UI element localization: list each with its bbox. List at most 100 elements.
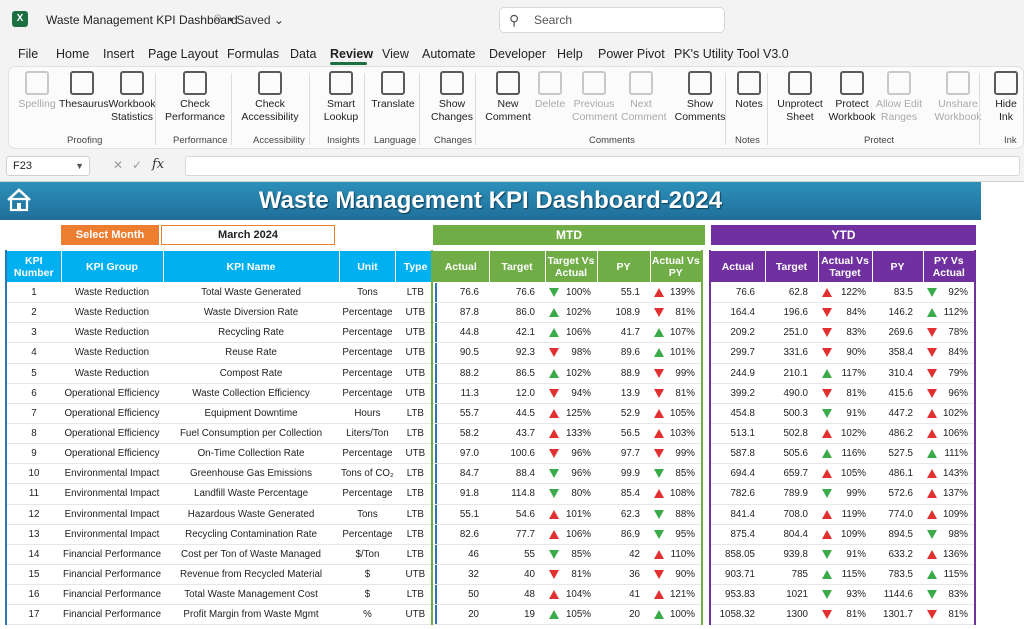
type-cell[interactable]: UTB <box>395 342 436 364</box>
tab-help[interactable]: Help <box>557 47 583 61</box>
mtd-actual-vs-py-cell[interactable]: 81% <box>650 302 702 324</box>
ytd-actual-cell[interactable]: 164.4 <box>710 302 765 324</box>
ytd-actual-vs-target-cell[interactable]: 83% <box>818 322 872 344</box>
mtd-py-cell[interactable]: 85.4 <box>597 483 650 505</box>
mtd-py-cell[interactable]: 56.5 <box>597 423 650 445</box>
mtd-target-vs-actual-cell[interactable]: 96% <box>545 443 597 465</box>
kpi-name-cell[interactable]: Cost per Ton of Waste Managed <box>163 544 340 565</box>
type-cell[interactable]: UTB <box>395 604 436 626</box>
ytd-target-cell[interactable]: 62.8 <box>765 282 818 304</box>
unshare-workbook-button[interactable]: Unshare Workbook <box>931 71 985 124</box>
kpi-number-cell[interactable]: 2 <box>6 302 61 324</box>
ytd-actual-cell[interactable]: 841.4 <box>710 504 765 525</box>
mtd-target-vs-actual-cell[interactable]: 80% <box>545 483 597 505</box>
ytd-py-cell[interactable]: 633.2 <box>872 544 923 565</box>
unit-cell[interactable]: $ <box>339 564 396 586</box>
ytd-actual-cell[interactable]: 587.8 <box>710 443 765 465</box>
tab-page-layout[interactable]: Page Layout <box>148 47 219 61</box>
ytd-actual-vs-target-cell[interactable]: 91% <box>818 403 872 424</box>
mtd-target-cell[interactable]: 44.5 <box>489 403 545 424</box>
kpi-group-cell[interactable]: Financial Performance <box>61 604 164 626</box>
ytd-actual-vs-target-cell[interactable]: 117% <box>818 363 872 384</box>
mtd-actual-vs-py-cell[interactable]: 90% <box>650 564 702 586</box>
ytd-actual-vs-target-cell[interactable]: 91% <box>818 544 872 565</box>
tab-file[interactable]: File <box>18 47 39 61</box>
ytd-actual-vs-target-cell[interactable]: 99% <box>818 483 872 505</box>
mtd-actual-cell[interactable]: 87.8 <box>432 302 489 324</box>
saved-status[interactable]: • Saved ⌄ <box>229 13 284 27</box>
mtd-actual-vs-py-cell[interactable]: 100% <box>650 604 702 626</box>
ytd-py-cell[interactable]: 527.5 <box>872 443 923 465</box>
mtd-target-vs-actual-cell[interactable]: 81% <box>545 564 597 586</box>
kpi-number-cell[interactable]: 12 <box>6 504 61 525</box>
ytd-actual-vs-target-cell[interactable]: 116% <box>818 443 872 465</box>
name-box[interactable]: F23 ▼ <box>6 156 90 176</box>
ytd-py-vs-actual-cell[interactable]: 98% <box>923 524 975 545</box>
show-comments-button[interactable]: Show Comments <box>673 71 727 124</box>
ytd-py-cell[interactable]: 1301.7 <box>872 604 923 626</box>
mtd-actual-cell[interactable]: 88.2 <box>432 363 489 384</box>
unit-cell[interactable]: Tons <box>339 282 396 304</box>
tab-view[interactable]: View <box>382 47 409 61</box>
mtd-py-cell[interactable]: 52.9 <box>597 403 650 424</box>
kpi-group-cell[interactable]: Environmental Impact <box>61 463 164 485</box>
kpi-group-cell[interactable]: Environmental Impact <box>61 524 164 545</box>
kpi-name-cell[interactable]: Profit Margin from Waste Mgmt <box>163 604 340 626</box>
unit-cell[interactable]: Percentage <box>339 302 396 324</box>
kpi-group-cell[interactable]: Waste Reduction <box>61 302 164 324</box>
kpi-name-cell[interactable]: On-Time Collection Rate <box>163 443 340 465</box>
mtd-py-cell[interactable]: 13.9 <box>597 383 650 404</box>
mtd-actual-vs-py-cell[interactable]: 103% <box>650 423 702 445</box>
ytd-py-vs-actual-cell[interactable]: 109% <box>923 504 975 525</box>
kpi-number-cell[interactable]: 5 <box>6 363 61 384</box>
kpi-name-cell[interactable]: Waste Collection Efficiency <box>163 383 340 404</box>
kpi-number-cell[interactable]: 8 <box>6 423 61 445</box>
unit-cell[interactable]: Percentage <box>339 483 396 505</box>
mtd-py-cell[interactable]: 108.9 <box>597 302 650 324</box>
ytd-target-cell[interactable]: 785 <box>765 564 818 586</box>
mtd-py-cell[interactable]: 99.9 <box>597 463 650 485</box>
mtd-target-cell[interactable]: 54.6 <box>489 504 545 525</box>
chevron-down-icon[interactable]: ▼ <box>75 161 84 171</box>
mtd-actual-cell[interactable]: 32 <box>432 564 489 586</box>
check-accessibility-button[interactable]: Check Accessibility <box>235 71 305 124</box>
ytd-py-cell[interactable]: 572.6 <box>872 483 923 505</box>
kpi-number-cell[interactable]: 17 <box>6 604 61 626</box>
kpi-number-cell[interactable]: 11 <box>6 483 61 505</box>
mtd-target-cell[interactable]: 77.7 <box>489 524 545 545</box>
kpi-name-cell[interactable]: Landfill Waste Percentage <box>163 483 340 505</box>
mtd-target-vs-actual-cell[interactable]: 101% <box>545 504 597 525</box>
unit-cell[interactable]: Percentage <box>339 383 396 404</box>
ytd-actual-cell[interactable]: 903.71 <box>710 564 765 586</box>
kpi-name-cell[interactable]: Fuel Consumption per Collection <box>163 423 340 445</box>
mtd-actual-cell[interactable]: 58.2 <box>432 423 489 445</box>
tab-review[interactable]: Review <box>330 47 374 61</box>
kpi-group-cell[interactable]: Operational Efficiency <box>61 423 164 445</box>
mtd-target-cell[interactable]: 76.6 <box>489 282 545 304</box>
hide-ink-button[interactable]: Hide Ink <box>991 71 1021 124</box>
kpi-group-cell[interactable]: Financial Performance <box>61 564 164 586</box>
mtd-py-cell[interactable]: 41.7 <box>597 322 650 344</box>
mtd-actual-cell[interactable]: 82.6 <box>432 524 489 545</box>
ytd-actual-cell[interactable]: 513.1 <box>710 423 765 445</box>
previous-comment-button[interactable]: Previous Comment <box>572 71 618 124</box>
mtd-target-cell[interactable]: 48 <box>489 584 545 606</box>
mtd-actual-vs-py-cell[interactable]: 88% <box>650 504 702 525</box>
unit-cell[interactable]: Percentage <box>339 322 396 344</box>
ytd-target-cell[interactable]: 251.0 <box>765 322 818 344</box>
type-cell[interactable]: LTB <box>395 423 436 445</box>
kpi-group-cell[interactable]: Waste Reduction <box>61 363 164 384</box>
ytd-py-cell[interactable]: 415.6 <box>872 383 923 404</box>
mtd-actual-cell[interactable]: 50 <box>432 584 489 606</box>
type-cell[interactable]: LTB <box>395 524 436 545</box>
unit-cell[interactable]: Tons of CO₂ <box>339 463 396 485</box>
type-cell[interactable]: UTB <box>395 322 436 344</box>
ytd-actual-vs-target-cell[interactable]: 81% <box>818 604 872 626</box>
ytd-py-vs-actual-cell[interactable]: 136% <box>923 544 975 565</box>
kpi-number-cell[interactable]: 4 <box>6 342 61 364</box>
unit-cell[interactable]: Hours <box>339 403 396 424</box>
ytd-target-cell[interactable]: 789.9 <box>765 483 818 505</box>
mtd-actual-vs-py-cell[interactable]: 81% <box>650 383 702 404</box>
insert-function-button[interactable]: fx <box>152 157 165 172</box>
ytd-actual-cell[interactable]: 782.6 <box>710 483 765 505</box>
